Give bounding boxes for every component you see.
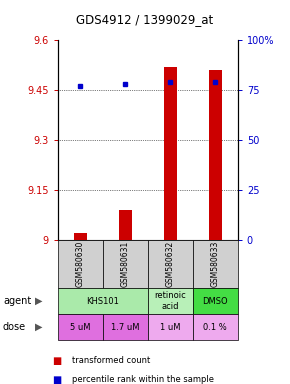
Text: transformed count: transformed count xyxy=(72,356,151,365)
Text: agent: agent xyxy=(3,296,31,306)
Text: GSM580630: GSM580630 xyxy=(76,241,85,287)
Bar xyxy=(164,67,177,240)
Text: dose: dose xyxy=(3,322,26,332)
Text: ▶: ▶ xyxy=(35,322,43,332)
Text: percentile rank within the sample: percentile rank within the sample xyxy=(72,375,215,384)
Text: GSM580631: GSM580631 xyxy=(121,241,130,287)
Text: ■: ■ xyxy=(52,375,61,384)
Bar xyxy=(119,210,132,240)
Text: GDS4912 / 1399029_at: GDS4912 / 1399029_at xyxy=(76,13,214,26)
Text: retinoic
acid: retinoic acid xyxy=(155,291,186,311)
Text: 0.1 %: 0.1 % xyxy=(204,323,227,332)
Text: GSM580632: GSM580632 xyxy=(166,241,175,287)
Text: ■: ■ xyxy=(52,356,61,366)
Text: GSM580633: GSM580633 xyxy=(211,241,220,287)
Bar xyxy=(74,233,87,240)
Text: KHS101: KHS101 xyxy=(86,296,119,306)
Text: ▶: ▶ xyxy=(35,296,43,306)
Text: 1 uM: 1 uM xyxy=(160,323,181,332)
Text: 1.7 uM: 1.7 uM xyxy=(111,323,140,332)
Text: DMSO: DMSO xyxy=(202,296,228,306)
Bar xyxy=(209,70,222,240)
Text: 5 uM: 5 uM xyxy=(70,323,91,332)
